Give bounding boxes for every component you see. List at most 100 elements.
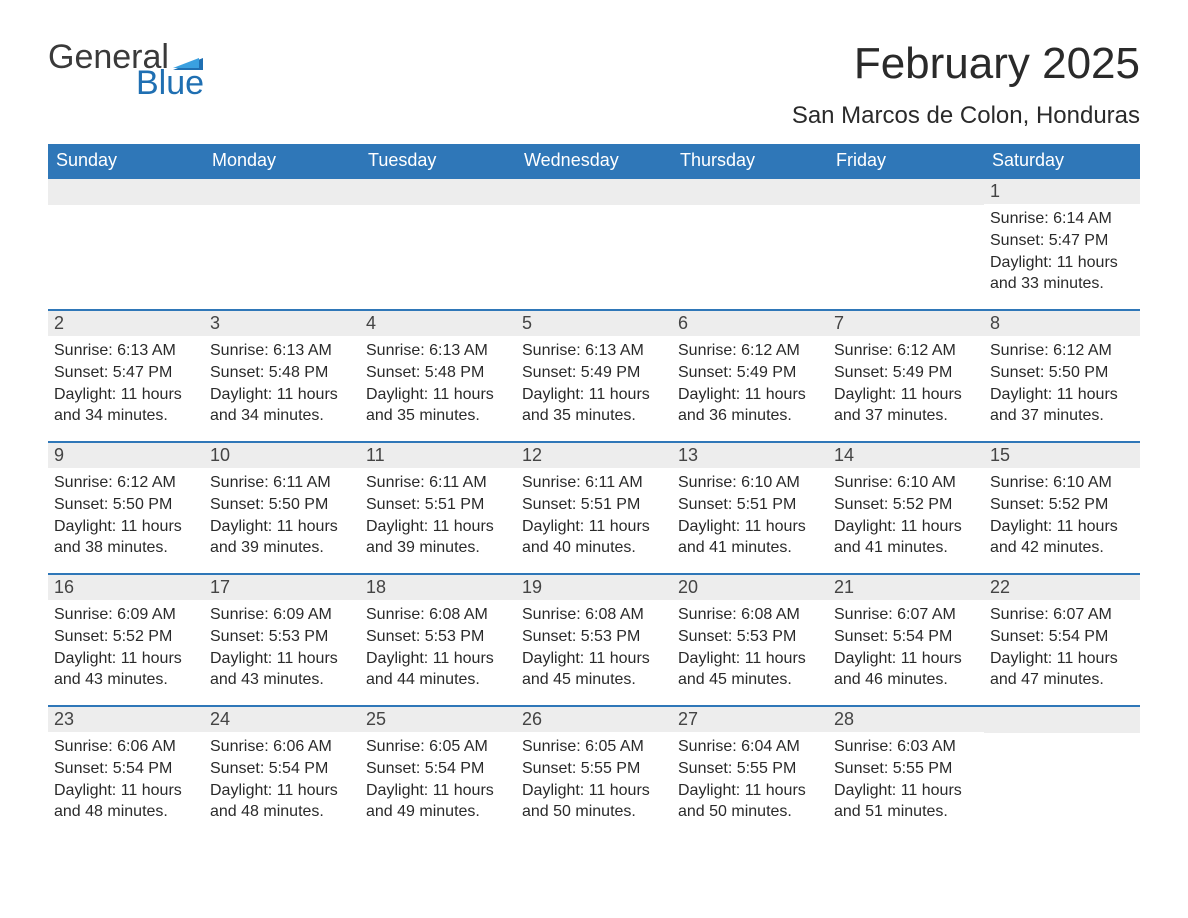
sunset-line: Sunset: 5:47 PM: [990, 230, 1134, 252]
sunrise-line: Sunrise: 6:04 AM: [678, 736, 822, 758]
sunrise-line: Sunrise: 6:09 AM: [210, 604, 354, 626]
calendar-cell: [360, 178, 516, 310]
calendar-cell: [204, 178, 360, 310]
location: San Marcos de Colon, Honduras: [792, 102, 1140, 130]
calendar-cell: 22Sunrise: 6:07 AMSunset: 5:54 PMDayligh…: [984, 574, 1140, 706]
sunrise-line: Sunrise: 6:09 AM: [54, 604, 198, 626]
weekday-header: Wednesday: [516, 144, 672, 178]
weekday-header: Monday: [204, 144, 360, 178]
calendar-cell: 2Sunrise: 6:13 AMSunset: 5:47 PMDaylight…: [48, 310, 204, 442]
day-body: Sunrise: 6:04 AMSunset: 5:55 PMDaylight:…: [672, 732, 828, 828]
daylight-line: Daylight: 11 hours and 45 minutes.: [678, 648, 822, 691]
day-body: Sunrise: 6:07 AMSunset: 5:54 PMDaylight:…: [984, 600, 1140, 696]
sunset-line: Sunset: 5:54 PM: [210, 758, 354, 780]
sunrise-line: Sunrise: 6:10 AM: [990, 472, 1134, 494]
day-body: Sunrise: 6:10 AMSunset: 5:51 PMDaylight:…: [672, 468, 828, 564]
weekday-header: Saturday: [984, 144, 1140, 178]
day-number: 18: [360, 575, 516, 600]
empty-day-strip: [828, 179, 984, 205]
sunrise-line: Sunrise: 6:07 AM: [990, 604, 1134, 626]
sunrise-line: Sunrise: 6:12 AM: [834, 340, 978, 362]
sunrise-line: Sunrise: 6:13 AM: [366, 340, 510, 362]
day-number: 8: [984, 311, 1140, 336]
sunset-line: Sunset: 5:49 PM: [522, 362, 666, 384]
day-number: 13: [672, 443, 828, 468]
daylight-line: Daylight: 11 hours and 43 minutes.: [210, 648, 354, 691]
daylight-line: Daylight: 11 hours and 51 minutes.: [834, 780, 978, 823]
sunrise-line: Sunrise: 6:10 AM: [678, 472, 822, 494]
sunset-line: Sunset: 5:53 PM: [366, 626, 510, 648]
day-number: 25: [360, 707, 516, 732]
calendar-cell: 27Sunrise: 6:04 AMSunset: 5:55 PMDayligh…: [672, 706, 828, 838]
logo-top: General: [48, 40, 203, 74]
day-body: Sunrise: 6:09 AMSunset: 5:52 PMDaylight:…: [48, 600, 204, 696]
day-body: Sunrise: 6:11 AMSunset: 5:51 PMDaylight:…: [516, 468, 672, 564]
sunset-line: Sunset: 5:55 PM: [834, 758, 978, 780]
sunrise-line: Sunrise: 6:11 AM: [522, 472, 666, 494]
sunrise-line: Sunrise: 6:08 AM: [678, 604, 822, 626]
title-block: February 2025 San Marcos de Colon, Hondu…: [792, 40, 1140, 130]
header: General Blue February 2025 San Marcos de…: [48, 40, 1140, 130]
daylight-line: Daylight: 11 hours and 38 minutes.: [54, 516, 198, 559]
calendar-cell: 28Sunrise: 6:03 AMSunset: 5:55 PMDayligh…: [828, 706, 984, 838]
sunrise-line: Sunrise: 6:07 AM: [834, 604, 978, 626]
day-number: 9: [48, 443, 204, 468]
day-body: Sunrise: 6:13 AMSunset: 5:48 PMDaylight:…: [204, 336, 360, 432]
daylight-line: Daylight: 11 hours and 46 minutes.: [834, 648, 978, 691]
daylight-line: Daylight: 11 hours and 34 minutes.: [210, 384, 354, 427]
calendar-cell: 17Sunrise: 6:09 AMSunset: 5:53 PMDayligh…: [204, 574, 360, 706]
day-number: 5: [516, 311, 672, 336]
sunrise-line: Sunrise: 6:14 AM: [990, 208, 1134, 230]
sunset-line: Sunset: 5:53 PM: [210, 626, 354, 648]
sunrise-line: Sunrise: 6:13 AM: [210, 340, 354, 362]
sunrise-line: Sunrise: 6:11 AM: [210, 472, 354, 494]
day-body: Sunrise: 6:13 AMSunset: 5:48 PMDaylight:…: [360, 336, 516, 432]
day-number: 15: [984, 443, 1140, 468]
empty-day-strip: [204, 179, 360, 205]
calendar-cell: 3Sunrise: 6:13 AMSunset: 5:48 PMDaylight…: [204, 310, 360, 442]
day-body: Sunrise: 6:14 AMSunset: 5:47 PMDaylight:…: [984, 204, 1140, 300]
sunset-line: Sunset: 5:52 PM: [990, 494, 1134, 516]
day-body: Sunrise: 6:05 AMSunset: 5:54 PMDaylight:…: [360, 732, 516, 828]
sunset-line: Sunset: 5:55 PM: [678, 758, 822, 780]
daylight-line: Daylight: 11 hours and 41 minutes.: [678, 516, 822, 559]
empty-day-strip: [984, 707, 1140, 733]
sunset-line: Sunset: 5:48 PM: [210, 362, 354, 384]
calendar-cell: 24Sunrise: 6:06 AMSunset: 5:54 PMDayligh…: [204, 706, 360, 838]
sunset-line: Sunset: 5:54 PM: [54, 758, 198, 780]
sunrise-line: Sunrise: 6:12 AM: [54, 472, 198, 494]
sunrise-line: Sunrise: 6:06 AM: [54, 736, 198, 758]
sunrise-line: Sunrise: 6:11 AM: [366, 472, 510, 494]
weekday-header: Sunday: [48, 144, 204, 178]
calendar-body: 1Sunrise: 6:14 AMSunset: 5:47 PMDaylight…: [48, 178, 1140, 838]
daylight-line: Daylight: 11 hours and 35 minutes.: [522, 384, 666, 427]
daylight-line: Daylight: 11 hours and 39 minutes.: [366, 516, 510, 559]
calendar-cell: 11Sunrise: 6:11 AMSunset: 5:51 PMDayligh…: [360, 442, 516, 574]
day-number: 21: [828, 575, 984, 600]
daylight-line: Daylight: 11 hours and 42 minutes.: [990, 516, 1134, 559]
day-number: 24: [204, 707, 360, 732]
daylight-line: Daylight: 11 hours and 44 minutes.: [366, 648, 510, 691]
daylight-line: Daylight: 11 hours and 40 minutes.: [522, 516, 666, 559]
day-body: Sunrise: 6:12 AMSunset: 5:49 PMDaylight:…: [672, 336, 828, 432]
day-body: Sunrise: 6:03 AMSunset: 5:55 PMDaylight:…: [828, 732, 984, 828]
sunset-line: Sunset: 5:48 PM: [366, 362, 510, 384]
sunset-line: Sunset: 5:50 PM: [210, 494, 354, 516]
logo-text-blue: Blue: [136, 66, 204, 100]
day-body: Sunrise: 6:08 AMSunset: 5:53 PMDaylight:…: [360, 600, 516, 696]
sunset-line: Sunset: 5:49 PM: [678, 362, 822, 384]
sunset-line: Sunset: 5:52 PM: [834, 494, 978, 516]
day-number: 6: [672, 311, 828, 336]
calendar-cell: 6Sunrise: 6:12 AMSunset: 5:49 PMDaylight…: [672, 310, 828, 442]
day-number: 14: [828, 443, 984, 468]
day-number: 26: [516, 707, 672, 732]
day-number: 16: [48, 575, 204, 600]
sunset-line: Sunset: 5:51 PM: [678, 494, 822, 516]
sunset-line: Sunset: 5:55 PM: [522, 758, 666, 780]
day-number: 22: [984, 575, 1140, 600]
calendar-cell: [828, 178, 984, 310]
sunrise-line: Sunrise: 6:10 AM: [834, 472, 978, 494]
daylight-line: Daylight: 11 hours and 48 minutes.: [54, 780, 198, 823]
sunset-line: Sunset: 5:47 PM: [54, 362, 198, 384]
day-number: 10: [204, 443, 360, 468]
